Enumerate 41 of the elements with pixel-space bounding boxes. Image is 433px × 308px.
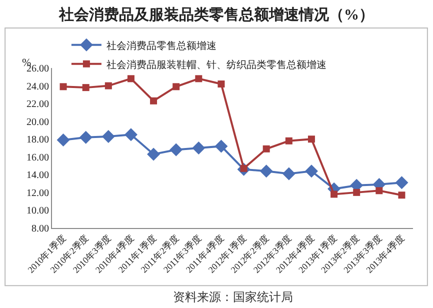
point	[353, 188, 360, 196]
point	[147, 148, 160, 161]
point	[214, 140, 228, 153]
point	[172, 83, 180, 90]
point	[82, 84, 90, 92]
point	[127, 75, 134, 82]
point	[170, 143, 183, 156]
y-tick-label: 20.00	[26, 116, 49, 128]
y-tick-label: 12.00	[26, 188, 49, 199]
point	[282, 167, 296, 180]
point	[398, 192, 406, 199]
point	[285, 137, 292, 144]
point	[330, 190, 338, 198]
text: 资料来源：国家统计局	[173, 290, 293, 304]
point	[260, 164, 273, 178]
point	[56, 134, 70, 146]
point	[124, 128, 138, 142]
legend-label: 社会消费品服装鞋帽、针、纺织品类零售总额增速	[106, 58, 326, 71]
y-tick-label: 8.00	[32, 224, 49, 234]
y-tick-label: 18.00	[26, 134, 49, 146]
point	[262, 145, 270, 152]
y-tick-label: 24.00	[26, 81, 49, 92]
point	[195, 75, 202, 82]
point	[376, 187, 383, 194]
point	[304, 164, 318, 178]
legend-label: 社会消费品零售总额增速	[106, 40, 216, 52]
point	[308, 136, 315, 143]
y-tick-label: 16.00	[26, 152, 49, 164]
y-tick-label: 10.00	[26, 206, 49, 217]
point	[102, 130, 115, 143]
y-tick-label: 22.00	[26, 99, 49, 110]
point	[60, 83, 67, 90]
point	[218, 80, 225, 88]
y-tick-label: 14.00	[26, 170, 49, 182]
chart-title: 社会消费品及服装品类零售总额增速情况（%）	[58, 6, 374, 24]
point	[192, 142, 206, 154]
point	[79, 130, 92, 144]
point	[150, 97, 158, 104]
y-tick-label: 26.00	[26, 64, 49, 74]
point	[104, 82, 112, 90]
point	[395, 176, 408, 190]
